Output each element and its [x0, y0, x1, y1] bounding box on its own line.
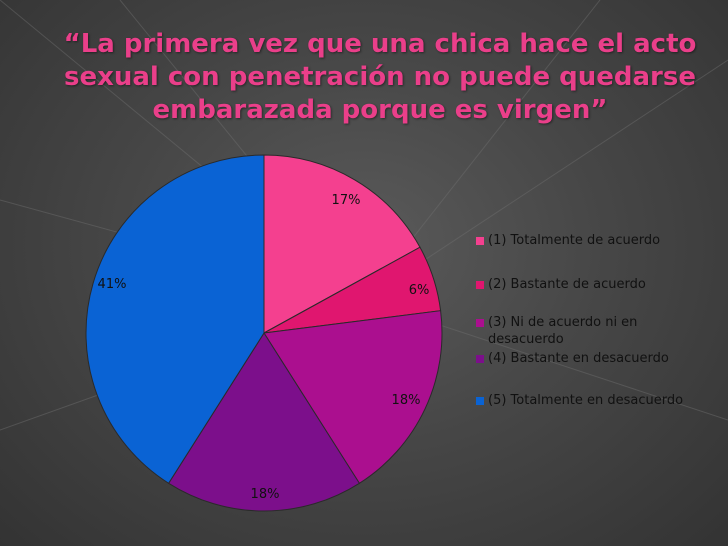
slice-label-4: 18%	[251, 487, 280, 502]
legend-label-2: (2) Bastante de acuerdo	[488, 277, 646, 292]
slice-label-2: 6%	[409, 283, 430, 298]
pie-slice-3	[263, 310, 443, 484]
legend-item-1: (1) Totalmente de acuerdo	[476, 232, 703, 249]
title-line-2: sexual con penetración no puede quedarse	[64, 62, 696, 92]
legend-item-2: (2) Bastante de acuerdo	[476, 276, 703, 293]
legend-swatch-3	[476, 319, 484, 327]
legend-item-4: (4) Bastante en desacuerdo	[476, 350, 703, 367]
legend-label-1: (1) Totalmente de acuerdo	[488, 233, 661, 248]
title-line-1: “La primera vez que una chica hace el ac…	[63, 29, 697, 59]
legend-item-3: (3) Ni de acuerdo ni en desacuerdo	[476, 314, 703, 348]
slice-label-1: 17%	[332, 193, 361, 208]
pie-slice-4	[167, 332, 361, 512]
legend-swatch-1	[476, 237, 484, 245]
title-line-3: embarazada porque es virgen”	[152, 95, 608, 125]
slice-label-3: 18%	[392, 393, 421, 408]
chart-title: “La primera vez que una chica hace el ac…	[40, 28, 720, 127]
legend-swatch-5	[476, 397, 484, 405]
legend-label-4: (4) Bastante en desacuerdo	[488, 351, 669, 366]
legend-swatch-2	[476, 281, 484, 289]
slice-label-5: 41%	[98, 277, 127, 292]
legend-label-5: (5) Totalmente en desacuerdo	[488, 393, 684, 408]
pie-slice-1	[263, 154, 421, 334]
pie-slice-5	[85, 154, 265, 484]
legend-swatch-4	[476, 355, 484, 363]
legend-item-5: (5) Totalmente en desacuerdo	[476, 392, 703, 409]
legend-label-3: (3) Ni de acuerdo ni en desacuerdo	[488, 315, 638, 347]
